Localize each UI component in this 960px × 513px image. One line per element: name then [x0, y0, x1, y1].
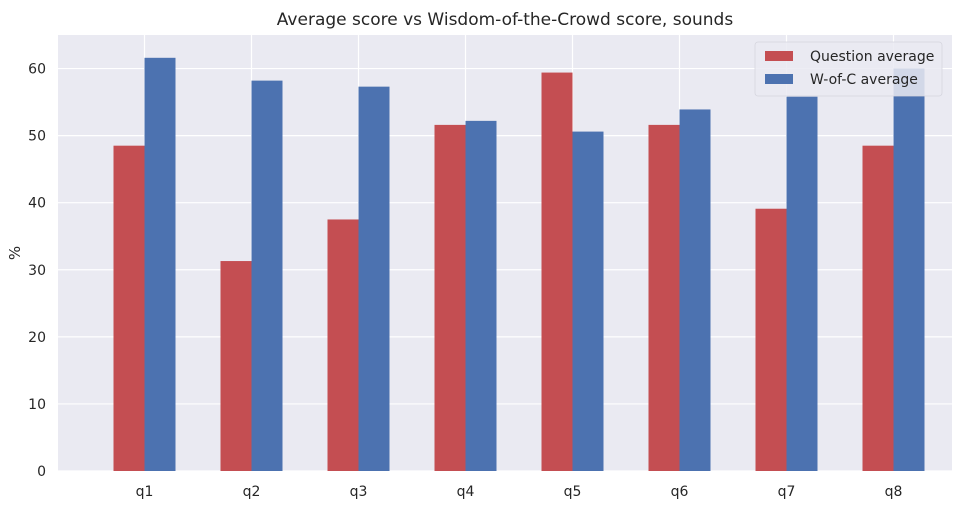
bar-w-of-c-average-q6 — [679, 109, 711, 471]
y-tick-label: 0 — [37, 464, 46, 480]
bar-w-of-c-average-q8 — [893, 68, 925, 472]
y-tick-label: 40 — [28, 196, 46, 212]
y-axis-ticks: 0 10 20 30 40 50 60 — [28, 62, 46, 480]
y-tick-label: 60 — [28, 62, 46, 78]
legend: Question average W-of-C average — [754, 41, 943, 97]
bar-w-of-c-average-q1 — [144, 57, 176, 471]
bar-w-of-c-average-q7 — [786, 96, 818, 472]
y-axis-label: % — [6, 246, 24, 260]
plot-background — [58, 35, 952, 471]
x-tick-label: q6 — [671, 484, 689, 500]
y-tick-label: 50 — [28, 129, 46, 145]
x-tick-label: q3 — [350, 484, 368, 500]
legend-swatch — [765, 74, 793, 84]
chart-title: Average score vs Wisdom-of-the-Crowd sco… — [277, 10, 734, 30]
bar-question-average-q1 — [113, 145, 145, 471]
bar-w-of-c-average-q2 — [251, 80, 283, 471]
x-tick-label: q5 — [564, 484, 582, 500]
legend-label: W-of-C average — [810, 72, 918, 88]
legend-swatch — [765, 51, 793, 61]
bar-question-average-q7 — [755, 208, 787, 471]
x-tick-label: q1 — [136, 484, 154, 500]
bar-question-average-q3 — [327, 219, 359, 471]
bar-w-of-c-average-q3 — [358, 86, 390, 471]
bar-question-average-q2 — [220, 261, 252, 471]
legend-label: Question average — [810, 49, 934, 65]
legend-box — [754, 41, 943, 97]
bar-w-of-c-average-q4 — [465, 120, 497, 471]
bar-question-average-q4 — [434, 124, 466, 471]
bar-question-average-q6 — [648, 124, 680, 471]
bar-w-of-c-average-q5 — [572, 131, 604, 472]
bars — [113, 57, 925, 472]
x-tick-label: q2 — [243, 484, 261, 500]
x-tick-label: q7 — [778, 484, 796, 500]
y-tick-label: 30 — [28, 263, 46, 279]
y-tick-label: 10 — [28, 397, 46, 413]
x-axis-ticks: q1 q2 q3 q4 q5 q6 q7 q8 — [136, 484, 903, 500]
x-tick-label: q8 — [885, 484, 903, 500]
x-tick-label: q4 — [457, 484, 475, 500]
bar-question-average-q5 — [541, 72, 573, 471]
y-tick-label: 20 — [28, 330, 46, 346]
bar-question-average-q8 — [862, 145, 894, 471]
